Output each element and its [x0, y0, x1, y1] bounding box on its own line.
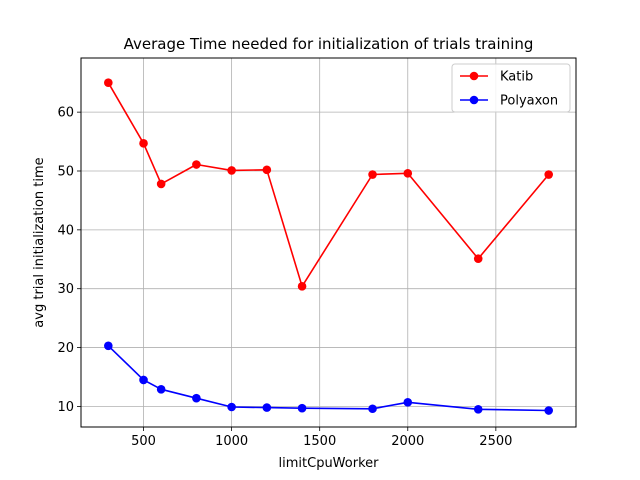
- data-point-polyaxon: [156, 385, 166, 394]
- data-point-polyaxon: [544, 406, 553, 415]
- x-tick-label: 1000: [215, 434, 248, 449]
- plot-frame: [80, 57, 577, 428]
- y-tick-label: 30: [57, 282, 74, 297]
- x-axis-label: limitCpuWorker: [279, 456, 380, 471]
- data-point-katib: [473, 254, 483, 263]
- axis-ticks: 500 1000 1500 2000 2500 10 20 30 40 50 60: [57, 106, 512, 449]
- y-tick-label: 50: [57, 164, 74, 179]
- x-tick-label: 1500: [303, 434, 336, 449]
- legend-label-polyaxon: Polyaxon: [500, 94, 558, 109]
- y-tick-label: 60: [57, 106, 74, 121]
- x-tick-label: 2000: [391, 434, 424, 449]
- y-tick-label: 40: [57, 223, 74, 238]
- data-point-katib: [368, 170, 377, 179]
- data-point-polyaxon: [139, 375, 148, 385]
- data-point-katib: [227, 166, 236, 175]
- data-point-katib: [544, 170, 553, 179]
- data-point-polyaxon: [104, 341, 113, 351]
- data-point-katib: [104, 78, 113, 88]
- legend: Katib Polyaxon: [451, 63, 571, 113]
- data-point-polyaxon: [473, 405, 483, 414]
- data-point-polyaxon: [368, 404, 377, 414]
- data-point-polyaxon: [227, 402, 236, 412]
- data-point-polyaxon: [192, 393, 201, 403]
- x-tick-label: 2500: [479, 434, 512, 449]
- x-tick-label: 500: [131, 434, 156, 449]
- data-point-polyaxon: [403, 397, 413, 407]
- y-tick-label: 20: [57, 341, 74, 356]
- legend-marker-katib: [469, 71, 479, 81]
- data-point-polyaxon: [262, 403, 272, 412]
- data-point-katib: [297, 282, 307, 291]
- data-point-katib: [139, 139, 148, 148]
- legend-label-katib: Katib: [500, 70, 533, 85]
- data-point-katib: [192, 160, 201, 169]
- legend-marker-polyaxon: [469, 95, 479, 105]
- data-point-katib: [403, 169, 413, 178]
- chart-title: Average Time needed for initialization o…: [124, 35, 534, 53]
- series-layer: [104, 78, 553, 415]
- data-point-polyaxon: [297, 403, 307, 413]
- y-tick-label: 10: [57, 400, 74, 415]
- data-point-katib: [156, 179, 166, 189]
- y-axis-label: avg trial initialization time: [32, 157, 47, 327]
- data-point-katib: [262, 165, 272, 175]
